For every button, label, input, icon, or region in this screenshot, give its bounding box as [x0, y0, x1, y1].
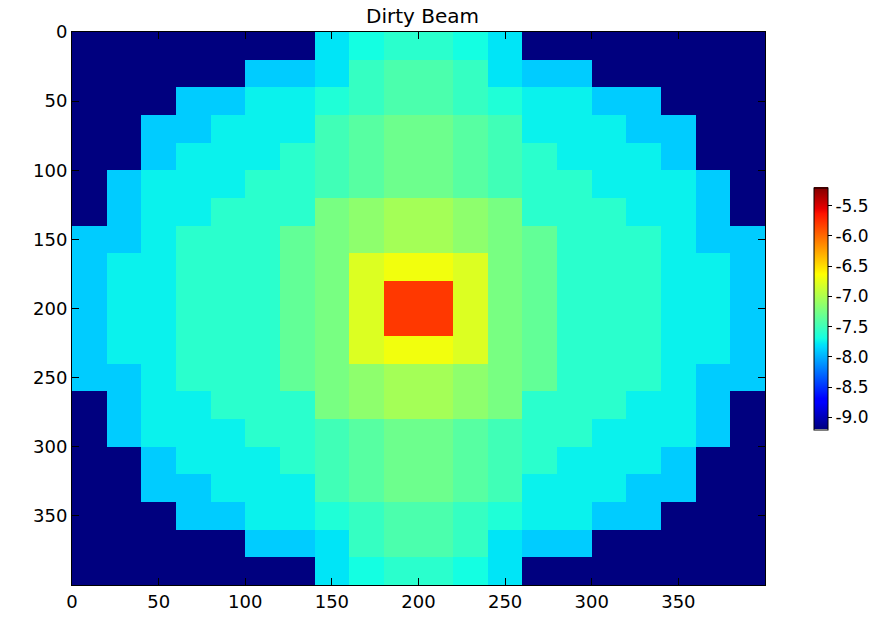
- svg-text:-6.0: -6.0: [835, 226, 868, 246]
- svg-text:-7.5: -7.5: [835, 317, 868, 337]
- svg-text:-5.5: -5.5: [835, 196, 868, 216]
- svg-text:-8.5: -8.5: [835, 377, 868, 397]
- svg-text:300: 300: [575, 591, 609, 612]
- svg-text:250: 250: [488, 591, 522, 612]
- svg-text:-6.5: -6.5: [835, 256, 868, 276]
- svg-text:350: 350: [33, 505, 67, 526]
- svg-text:350: 350: [661, 591, 695, 612]
- svg-text:-9.0: -9.0: [835, 407, 868, 427]
- svg-text:200: 200: [33, 298, 67, 319]
- svg-text:300: 300: [33, 436, 67, 457]
- svg-text:50: 50: [44, 90, 67, 111]
- svg-text:-7.0: -7.0: [835, 286, 868, 306]
- svg-text:250: 250: [33, 367, 67, 388]
- svg-text:0: 0: [66, 591, 77, 612]
- svg-text:-8.0: -8.0: [835, 347, 868, 367]
- svg-text:150: 150: [33, 229, 67, 250]
- svg-text:100: 100: [33, 160, 67, 181]
- svg-text:0: 0: [56, 21, 67, 42]
- svg-text:50: 50: [147, 591, 170, 612]
- svg-text:100: 100: [228, 591, 262, 612]
- svg-text:200: 200: [401, 591, 435, 612]
- svg-text:150: 150: [315, 591, 349, 612]
- svg-text:Dirty Beam: Dirty Beam: [366, 4, 479, 28]
